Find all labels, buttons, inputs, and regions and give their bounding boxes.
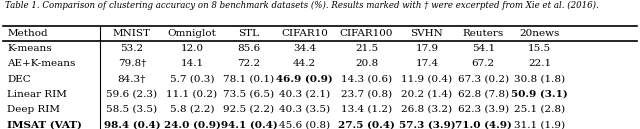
Text: 5.8 (2.2): 5.8 (2.2) [170, 105, 214, 114]
Text: Table 1. Comparison of clustering accuracy on 8 benchmark datasets (%). Results : Table 1. Comparison of clustering accura… [5, 1, 599, 10]
Text: 20.8: 20.8 [355, 59, 378, 68]
Text: 11.1 (0.2): 11.1 (0.2) [166, 90, 218, 99]
Text: 92.5 (2.2): 92.5 (2.2) [223, 105, 275, 114]
Text: 22.1: 22.1 [528, 59, 551, 68]
Text: 13.4 (1.2): 13.4 (1.2) [341, 105, 392, 114]
Text: 84.3†: 84.3† [118, 75, 146, 84]
Text: 21.5: 21.5 [355, 44, 378, 53]
Text: STL: STL [239, 29, 259, 38]
Text: 85.6: 85.6 [237, 44, 260, 53]
Text: K-means: K-means [7, 44, 52, 53]
Text: CIFAR10: CIFAR10 [281, 29, 328, 38]
Text: MNIST: MNIST [113, 29, 151, 38]
Text: IMSAT (VAT): IMSAT (VAT) [7, 120, 82, 129]
Text: 20.2 (1.4): 20.2 (1.4) [401, 90, 452, 99]
Text: 24.0 (0.9): 24.0 (0.9) [164, 120, 220, 129]
Text: 20news: 20news [519, 29, 560, 38]
Text: 53.2: 53.2 [120, 44, 143, 53]
Text: 25.1 (2.8): 25.1 (2.8) [514, 105, 565, 114]
Text: 67.2: 67.2 [472, 59, 495, 68]
Text: CIFAR100: CIFAR100 [340, 29, 393, 38]
Text: 78.1 (0.1): 78.1 (0.1) [223, 75, 275, 84]
Text: 79.8†: 79.8† [118, 59, 146, 68]
Text: 11.9 (0.4): 11.9 (0.4) [401, 75, 452, 84]
Text: 40.3 (3.5): 40.3 (3.5) [279, 105, 330, 114]
Text: Method: Method [7, 29, 47, 38]
Text: DEC: DEC [7, 75, 31, 84]
Text: 57.3 (3.9): 57.3 (3.9) [399, 120, 455, 129]
Text: 44.2: 44.2 [293, 59, 316, 68]
Text: 98.4 (0.4): 98.4 (0.4) [104, 120, 160, 129]
Text: 62.3 (3.9): 62.3 (3.9) [458, 105, 509, 114]
Text: 34.4: 34.4 [293, 44, 316, 53]
Text: 26.8 (3.2): 26.8 (3.2) [401, 105, 452, 114]
Text: Reuters: Reuters [463, 29, 504, 38]
Text: 54.1: 54.1 [472, 44, 495, 53]
Text: Deep RIM: Deep RIM [7, 105, 60, 114]
Text: Linear RIM: Linear RIM [7, 90, 67, 99]
Text: 15.5: 15.5 [528, 44, 551, 53]
Text: 67.3 (0.2): 67.3 (0.2) [458, 75, 509, 84]
Text: Omniglot: Omniglot [168, 29, 216, 38]
Text: 58.5 (3.5): 58.5 (3.5) [106, 105, 157, 114]
Text: 30.8 (1.8): 30.8 (1.8) [514, 75, 565, 84]
Text: SVHN: SVHN [410, 29, 444, 38]
Text: 40.3 (2.1): 40.3 (2.1) [279, 90, 330, 99]
Text: 71.0 (4.9): 71.0 (4.9) [455, 120, 511, 129]
Text: 17.4: 17.4 [415, 59, 438, 68]
Text: 59.6 (2.3): 59.6 (2.3) [106, 90, 157, 99]
Text: 5.7 (0.3): 5.7 (0.3) [170, 75, 214, 84]
Text: 27.5 (0.4): 27.5 (0.4) [338, 120, 395, 129]
Text: 62.8 (7.8): 62.8 (7.8) [458, 90, 509, 99]
Text: 14.1: 14.1 [180, 59, 204, 68]
Text: 73.5 (6.5): 73.5 (6.5) [223, 90, 275, 99]
Text: AE+K-means: AE+K-means [7, 59, 76, 68]
Text: 31.1 (1.9): 31.1 (1.9) [514, 120, 565, 129]
Text: 72.2: 72.2 [237, 59, 260, 68]
Text: 12.0: 12.0 [180, 44, 204, 53]
Text: 23.7 (0.8): 23.7 (0.8) [341, 90, 392, 99]
Text: 14.3 (0.6): 14.3 (0.6) [341, 75, 392, 84]
Text: 17.9: 17.9 [415, 44, 438, 53]
Text: 45.6 (0.8): 45.6 (0.8) [279, 120, 330, 129]
Text: 50.9 (3.1): 50.9 (3.1) [511, 90, 568, 99]
Text: 94.1 (0.4): 94.1 (0.4) [221, 120, 277, 129]
Text: 46.9 (0.9): 46.9 (0.9) [276, 75, 333, 84]
